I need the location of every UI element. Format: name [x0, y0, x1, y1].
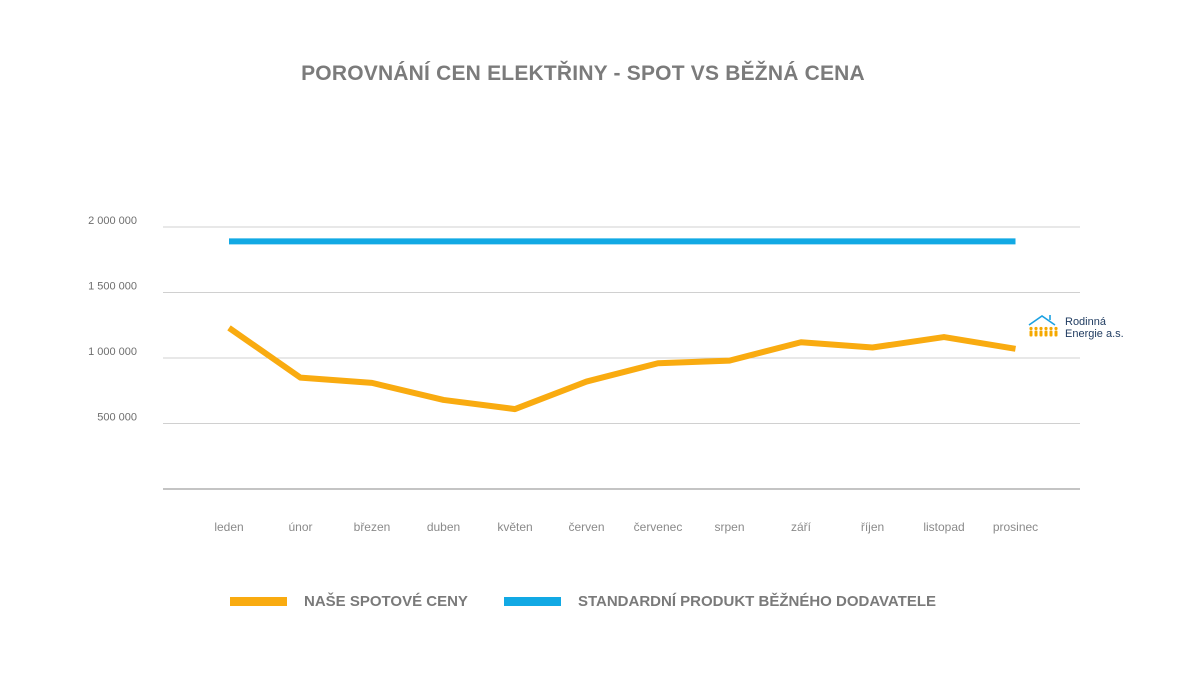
- person-body-icon: [1039, 330, 1043, 337]
- person-head-icon: [1054, 326, 1058, 331]
- legend: NAŠE SPOTOVÉ CENY STANDARDNÍ PRODUKT BĚŽ…: [0, 593, 1166, 610]
- person-head-icon: [1039, 326, 1043, 331]
- person-body-icon: [1034, 330, 1038, 337]
- person-body-icon: [1029, 330, 1033, 337]
- legend-swatch-standard: [503, 597, 561, 606]
- x-tick-label: březen: [354, 520, 391, 534]
- series-line-spot: [227, 325, 1016, 413]
- house-roof-icon: [1028, 315, 1056, 326]
- person-head-icon: [1049, 326, 1053, 331]
- x-tick-label: únor: [288, 520, 312, 534]
- x-tick-label: květen: [497, 520, 532, 534]
- legend-swatch-spot: [230, 597, 287, 606]
- person-body-icon: [1044, 330, 1048, 337]
- y-tick-label: 1 500 000: [88, 281, 137, 293]
- y-tick-label: 1 000 000: [88, 346, 137, 358]
- y-tick-label: 2 000 000: [88, 215, 137, 227]
- x-axis-ticks: leden únor březen duben květen červen červenec…: [214, 520, 1038, 534]
- x-tick-label: duben: [427, 520, 460, 534]
- legend-item-standard: STANDARDNÍ PRODUKT BĚŽNÉHO DODAVATELE: [503, 593, 936, 610]
- company-logo: Rodinná Energie a.s.: [1028, 315, 1124, 340]
- person-head-icon: [1044, 326, 1048, 331]
- person-head-icon: [1029, 326, 1033, 331]
- x-tick-label: prosinec: [993, 520, 1038, 534]
- gridlines: [163, 226, 1080, 490]
- y-tick-label: 500 000: [97, 412, 137, 424]
- logo-text-line1: Rodinná: [1065, 316, 1107, 328]
- x-tick-label: listopad: [923, 520, 964, 534]
- legend-label-spot: NAŠE SPOTOVÉ CENY: [304, 593, 468, 610]
- legend-item-spot: NAŠE SPOTOVÉ CENY: [230, 593, 468, 610]
- x-tick-label: leden: [214, 520, 243, 534]
- x-tick-label: červenec: [634, 520, 683, 534]
- family-icon: [1029, 326, 1058, 337]
- legend-label-standard: STANDARDNÍ PRODUKT BĚŽNÉHO DODAVATELE: [577, 593, 936, 610]
- chart-title: POROVNÁNÍ CEN ELEKTŘINY - SPOT VS BĚŽNÁ …: [301, 62, 865, 85]
- y-axis-ticks: 500 000 1 000 000 1 500 000 2 000 000: [88, 215, 137, 424]
- x-tick-label: říjen: [861, 520, 884, 534]
- person-head-icon: [1034, 326, 1038, 331]
- person-body-icon: [1054, 330, 1058, 337]
- series-lines: [227, 238, 1016, 413]
- x-tick-label: září: [791, 520, 812, 534]
- person-body-icon: [1049, 330, 1053, 337]
- x-tick-label: červen: [568, 520, 604, 534]
- x-tick-label: srpen: [714, 520, 744, 534]
- logo-text-line2: Energie a.s.: [1065, 328, 1124, 340]
